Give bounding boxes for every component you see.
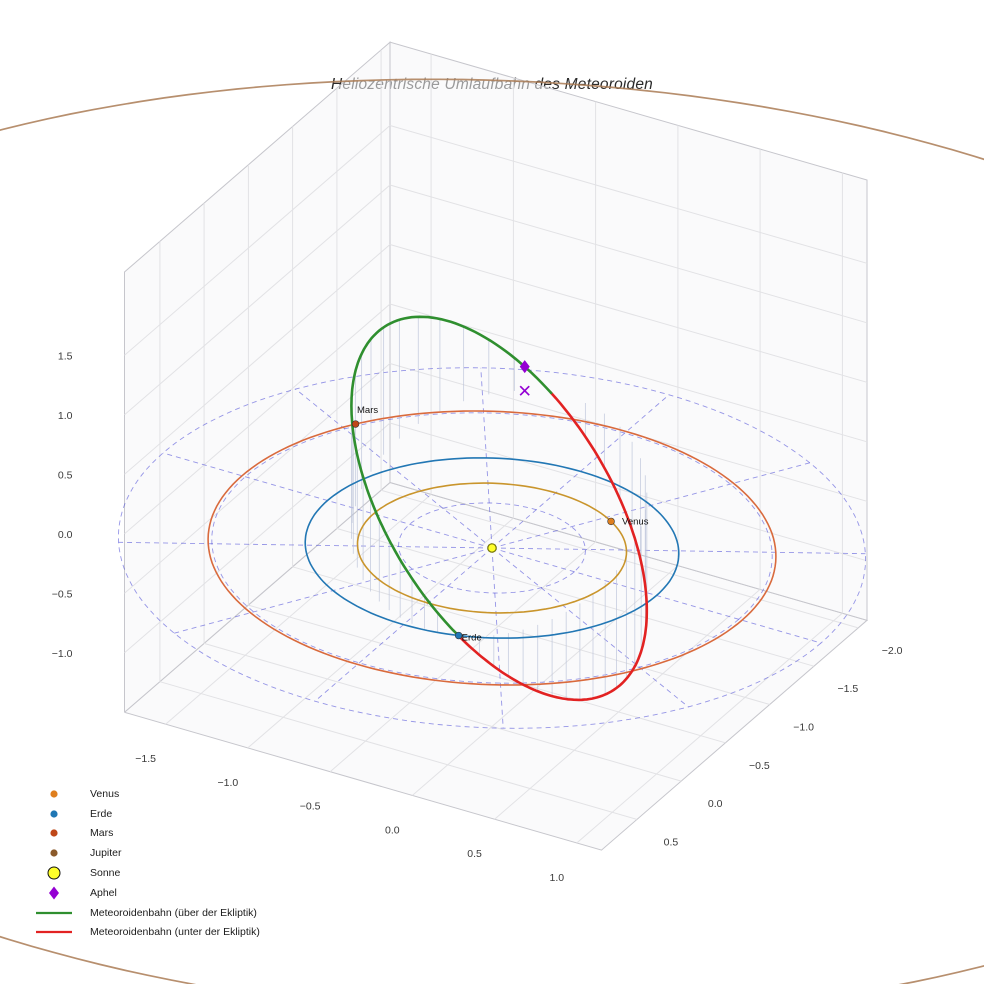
grid-floor-y [292, 566, 770, 705]
z-tick-label: 1.5 [58, 350, 73, 362]
z-tick-label: 0.5 [58, 469, 73, 481]
erde-label: Erde [462, 633, 482, 644]
grid-floor-x [412, 565, 679, 796]
legend-item: Erde [30, 804, 260, 824]
mars-label: Mars [357, 405, 378, 416]
erde-marker [454, 631, 463, 640]
y-tick-label: −1.0 [793, 722, 814, 734]
grid-floor-x [247, 517, 514, 749]
grid-wall-z-back [389, 303, 868, 443]
legend-marker-dot [50, 810, 58, 818]
venus-orbit [356, 482, 628, 614]
meteoroid-orbit-above [350, 315, 553, 638]
x-tick-label: 1.0 [550, 872, 565, 884]
grid-floor-y [248, 604, 726, 744]
legend-label: Aphel [90, 886, 117, 899]
sonne-marker-glyph [47, 866, 61, 880]
y-tick-label: −0.5 [749, 760, 770, 772]
grid-wall-z-back [389, 422, 868, 562]
legend-marker-dot [50, 829, 58, 838]
legend-marker-line [36, 911, 72, 914]
pane-back-wall [389, 41, 868, 621]
legend-marker-dot [50, 849, 58, 857]
x-tick-label: 0.5 [467, 848, 482, 860]
grid-floor-x [494, 589, 761, 820]
jupiter-marker-glyph [50, 849, 58, 857]
grid-floor-x [576, 612, 843, 844]
venus-marker-glyph [50, 790, 58, 798]
legend-item: Aphel [30, 883, 260, 903]
grid-wall-z-left [124, 303, 391, 535]
legend-item: Sonne [30, 863, 260, 883]
legend-label: Jupiter [90, 847, 122, 860]
z-tick-label: −0.5 [52, 588, 73, 600]
grid-floor-y [380, 489, 859, 629]
legend-marker-line [36, 931, 72, 934]
sun-marker [487, 543, 497, 553]
x-tick-label: −0.5 [300, 801, 321, 813]
legend: Venus Erde Mars Jupiter Sonne Aphel Meteoroide… [30, 784, 260, 942]
legend-label: Erde [90, 807, 113, 820]
mars-marker-glyph [50, 829, 58, 838]
grid-wall-z-back [389, 184, 868, 324]
venus-label: Venus [622, 516, 649, 527]
grid-floor-y [336, 528, 815, 667]
y-tick-label: 0.0 [708, 798, 723, 810]
x-tick-label: −1.5 [135, 753, 156, 765]
grid-wall-z-left [124, 363, 391, 594]
x-tick-label: −1.0 [217, 777, 238, 789]
grid-wall-z-left [124, 125, 391, 356]
legend-item: Venus [30, 784, 260, 804]
z-tick-label: 0.0 [58, 529, 73, 541]
venus-marker [607, 517, 615, 526]
legend-label: Mars [90, 827, 114, 840]
legend-label: Venus [90, 787, 120, 800]
y-tick-label: 0.5 [664, 836, 679, 848]
z-tick-label: 1.0 [58, 410, 73, 422]
aphel-marker-glyph [49, 886, 59, 900]
y-tick-label: −2.0 [882, 645, 903, 657]
y-tick-label: −1.5 [838, 683, 859, 695]
mars-marker [351, 420, 360, 428]
legend-item: Meteoroidenbahn (unter der Ekliptik) [30, 923, 260, 943]
grid-floor-y [203, 642, 682, 782]
erde-orbit [304, 457, 680, 639]
erde-marker-glyph [50, 810, 58, 818]
grid-wall-z-left [124, 184, 391, 416]
legend-marker-circle-large [47, 866, 61, 880]
legend-item: Jupiter [30, 843, 260, 863]
legend-item: Mars [30, 824, 260, 844]
grid-wall-z-back [389, 125, 868, 264]
legend-marker-diamond [49, 886, 59, 900]
grid-wall-z-left [124, 422, 391, 654]
grid-wall-z-left [124, 244, 391, 475]
legend-marker-dot [50, 790, 58, 798]
legend-label: Meteoroidenbahn (unter der Ekliptik) [90, 926, 260, 939]
mars-orbit [207, 410, 777, 686]
legend-label: Meteoroidenbahn (über der Ekliptik) [90, 906, 257, 919]
grid-floor-y [159, 681, 638, 820]
grid-floor-x [329, 541, 596, 773]
legend-item: Meteoroidenbahn (über der Ekliptik) [30, 903, 260, 923]
z-tick-label: −1.0 [52, 648, 73, 660]
aphel-projection-x [519, 385, 530, 396]
aphel-marker [519, 360, 530, 374]
grid-wall-z-back [389, 244, 868, 383]
meteoroid-orbit-below [457, 391, 649, 702]
legend-label: Sonne [90, 867, 121, 880]
x-tick-label: 0.0 [385, 824, 400, 836]
